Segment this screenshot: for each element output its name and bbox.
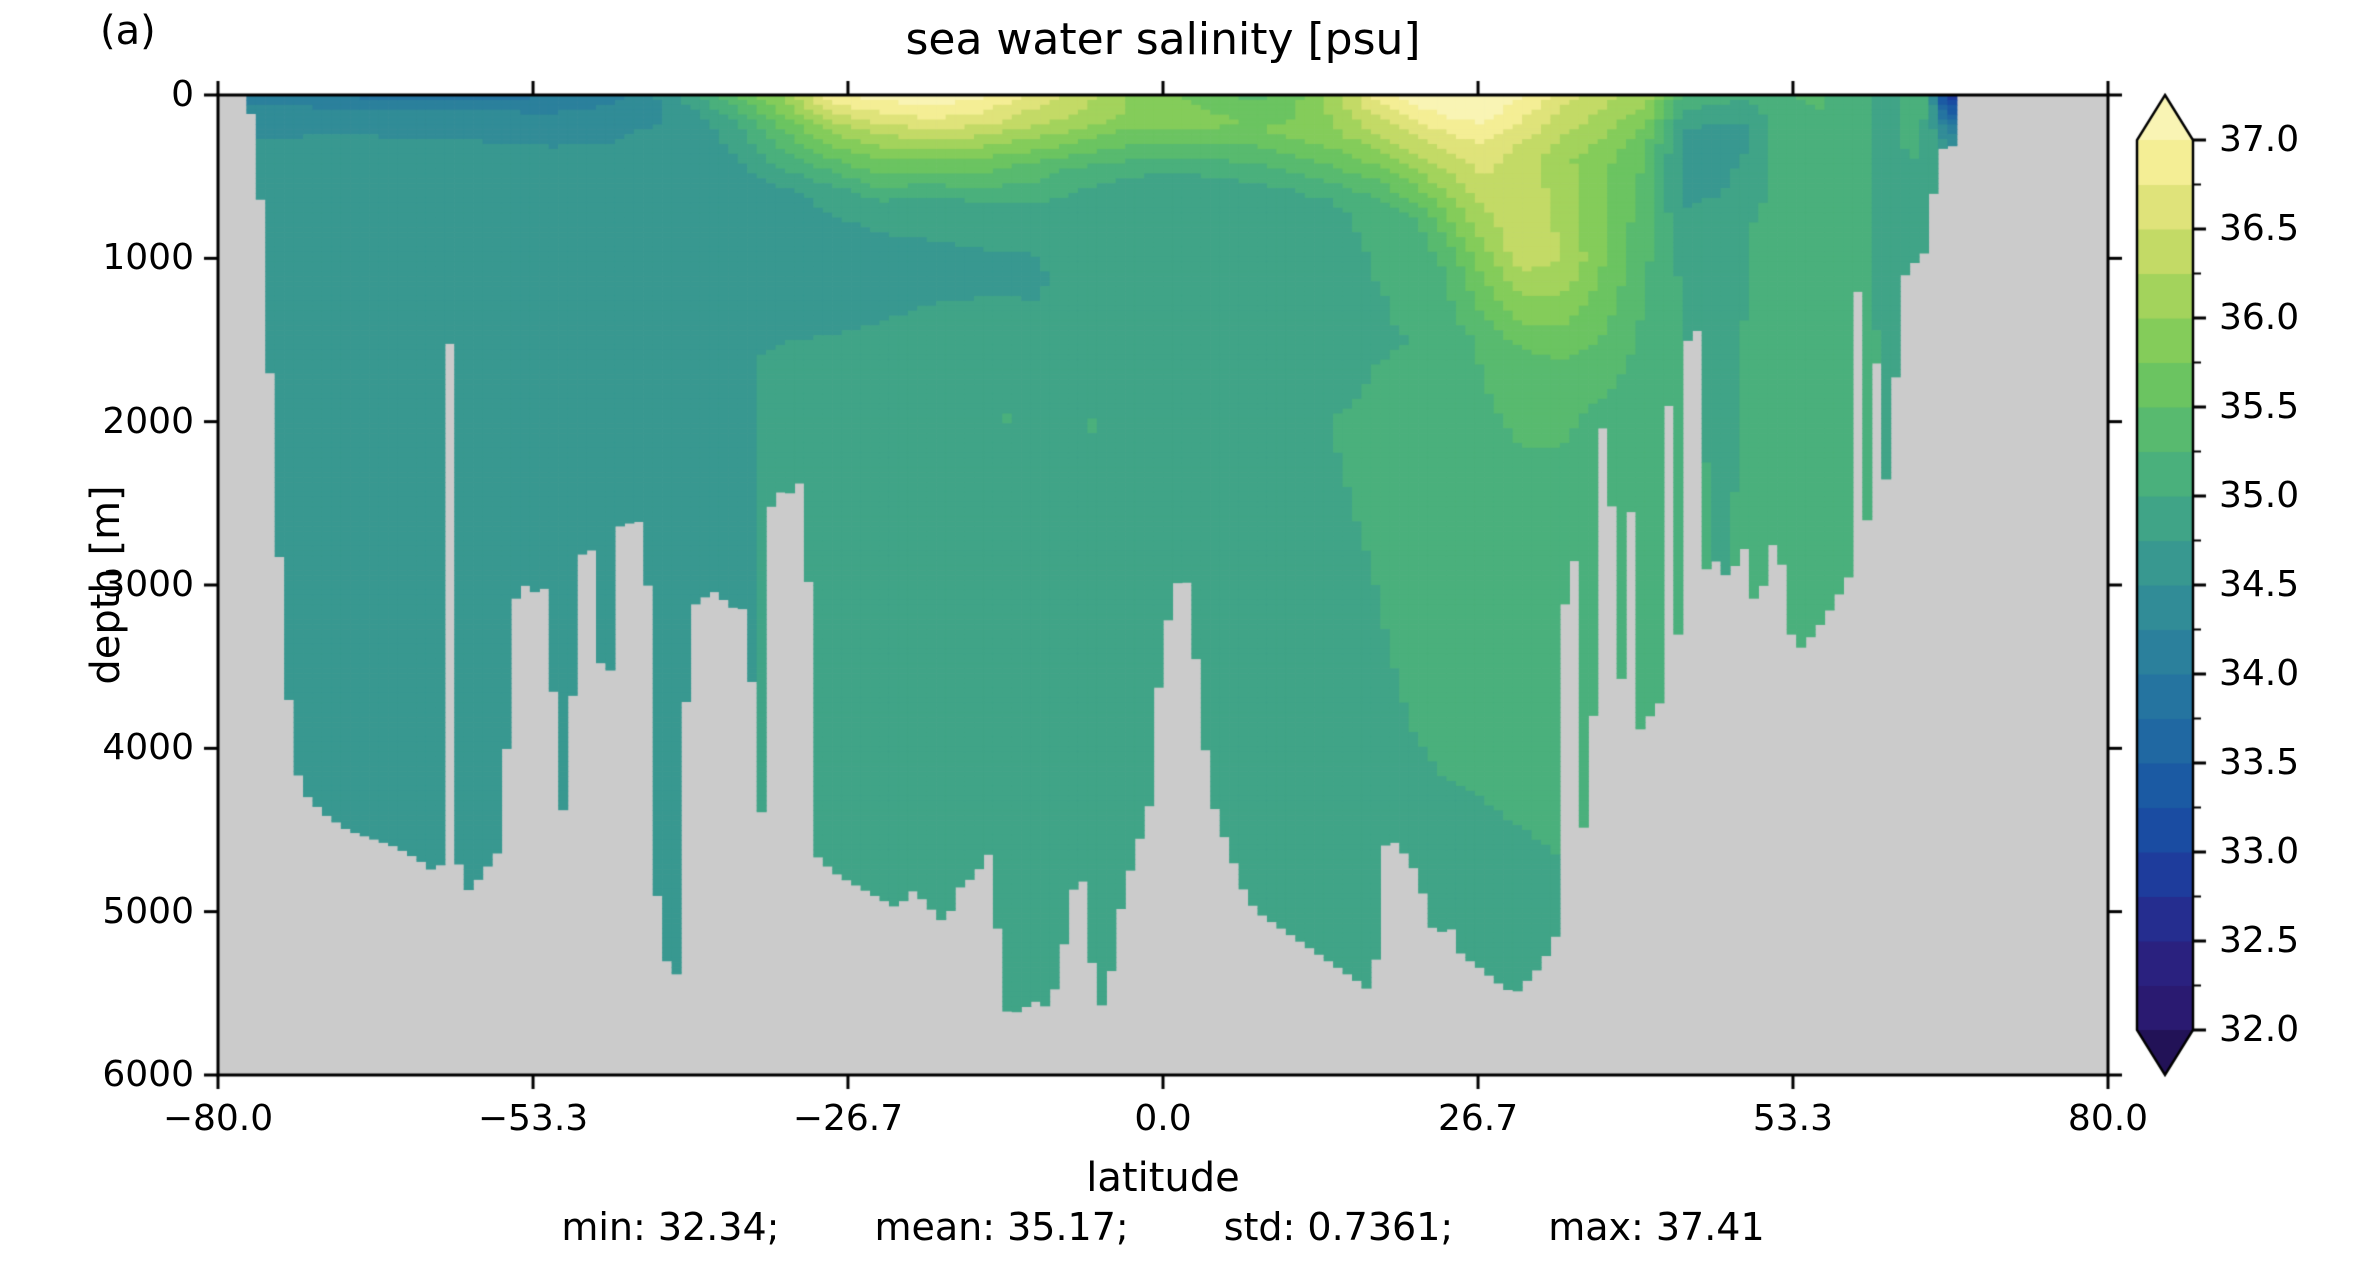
- colorbar-tick-label: 32.0: [2219, 1009, 2300, 1050]
- y-tick-label: 0: [171, 74, 194, 115]
- colorbar-tick-label: 33.5: [2219, 742, 2300, 783]
- y-tick-label: 3000: [102, 564, 194, 605]
- y-tick-label: 1000: [102, 237, 194, 279]
- colorbar-tick-label: 35.0: [2219, 475, 2300, 516]
- x-tick-label: 26.7: [1437, 1098, 1519, 1139]
- colorbar-tick-label: 36.0: [2219, 297, 2300, 338]
- stat-std: std: 0.7361;: [1223, 1205, 1454, 1249]
- colorbar-tick-label: 34.5: [2219, 564, 2300, 605]
- x-tick-label: 80.0: [2067, 1098, 2149, 1139]
- colorbar-tick-label: 33.0: [2219, 831, 2300, 872]
- stat-min: min: 32.34;: [561, 1205, 780, 1249]
- x-tick-label: 53.3: [1752, 1098, 1834, 1139]
- panel-label: (a): [100, 8, 156, 54]
- plot-title: sea water salinity [psu]: [905, 14, 1421, 65]
- colorbar-tick-label: 32.5: [2219, 920, 2300, 961]
- x-tick-label: −26.7: [792, 1098, 904, 1139]
- colorbar-tick-label: 37.0: [2219, 119, 2300, 160]
- colorbar-tick-label: 34.0: [2219, 653, 2300, 694]
- x-tick-label: −53.3: [477, 1098, 589, 1139]
- stats-annotation: min: 32.34; mean: 35.17; std: 0.7361; ma…: [218, 1205, 2108, 1249]
- stat-mean: mean: 35.17;: [874, 1205, 1129, 1249]
- y-tick-label: 5000: [102, 890, 194, 932]
- y-tick-label: 2000: [102, 400, 194, 442]
- y-tick-label: 4000: [102, 727, 194, 769]
- x-axis-label: latitude: [1086, 1155, 1240, 1201]
- colorbar-tick-label: 36.5: [2219, 208, 2300, 249]
- x-tick-label: −80.0: [162, 1098, 274, 1139]
- stat-max: max: 37.41: [1548, 1205, 1765, 1249]
- colorbar-tick-label: 35.5: [2219, 386, 2300, 427]
- x-tick-label: 0.0: [1134, 1098, 1192, 1139]
- y-tick-label: 6000: [102, 1054, 194, 1095]
